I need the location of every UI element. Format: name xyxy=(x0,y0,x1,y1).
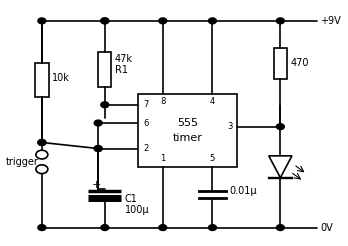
Text: 470: 470 xyxy=(290,58,309,68)
Circle shape xyxy=(276,18,284,24)
Circle shape xyxy=(38,139,46,145)
Text: 8: 8 xyxy=(160,97,165,107)
Circle shape xyxy=(38,225,46,231)
Circle shape xyxy=(159,225,167,231)
Text: 555: 555 xyxy=(177,118,198,128)
Text: +9V: +9V xyxy=(320,16,341,26)
FancyBboxPatch shape xyxy=(35,63,48,97)
Text: 3: 3 xyxy=(227,122,232,131)
Circle shape xyxy=(208,18,216,24)
Circle shape xyxy=(94,146,102,152)
Circle shape xyxy=(101,18,109,24)
Circle shape xyxy=(38,139,46,145)
Text: 5: 5 xyxy=(210,154,215,163)
Text: 4: 4 xyxy=(210,97,215,107)
Circle shape xyxy=(38,18,46,24)
Text: 10k: 10k xyxy=(52,73,70,83)
Text: 7: 7 xyxy=(143,100,148,109)
Text: C1
100μ: C1 100μ xyxy=(125,194,149,215)
Circle shape xyxy=(101,225,109,231)
Circle shape xyxy=(36,150,48,159)
Circle shape xyxy=(276,124,284,130)
FancyBboxPatch shape xyxy=(274,48,287,79)
Circle shape xyxy=(208,225,216,231)
Text: 6: 6 xyxy=(143,119,148,127)
Text: 0.01μ: 0.01μ xyxy=(229,186,257,196)
Bar xyxy=(138,94,237,167)
Circle shape xyxy=(159,18,167,24)
FancyBboxPatch shape xyxy=(98,52,111,87)
Circle shape xyxy=(101,102,109,108)
Circle shape xyxy=(36,165,48,174)
Text: +: + xyxy=(92,180,102,190)
Polygon shape xyxy=(269,156,292,178)
Circle shape xyxy=(101,18,109,24)
Text: 1: 1 xyxy=(160,154,165,163)
Circle shape xyxy=(276,225,284,231)
Circle shape xyxy=(94,120,102,126)
Text: 2: 2 xyxy=(143,144,148,153)
Text: timer: timer xyxy=(173,133,203,143)
Text: 0V: 0V xyxy=(320,223,333,232)
Circle shape xyxy=(94,146,102,152)
Text: 47k
R1: 47k R1 xyxy=(115,54,133,76)
Text: trigger: trigger xyxy=(6,157,39,167)
